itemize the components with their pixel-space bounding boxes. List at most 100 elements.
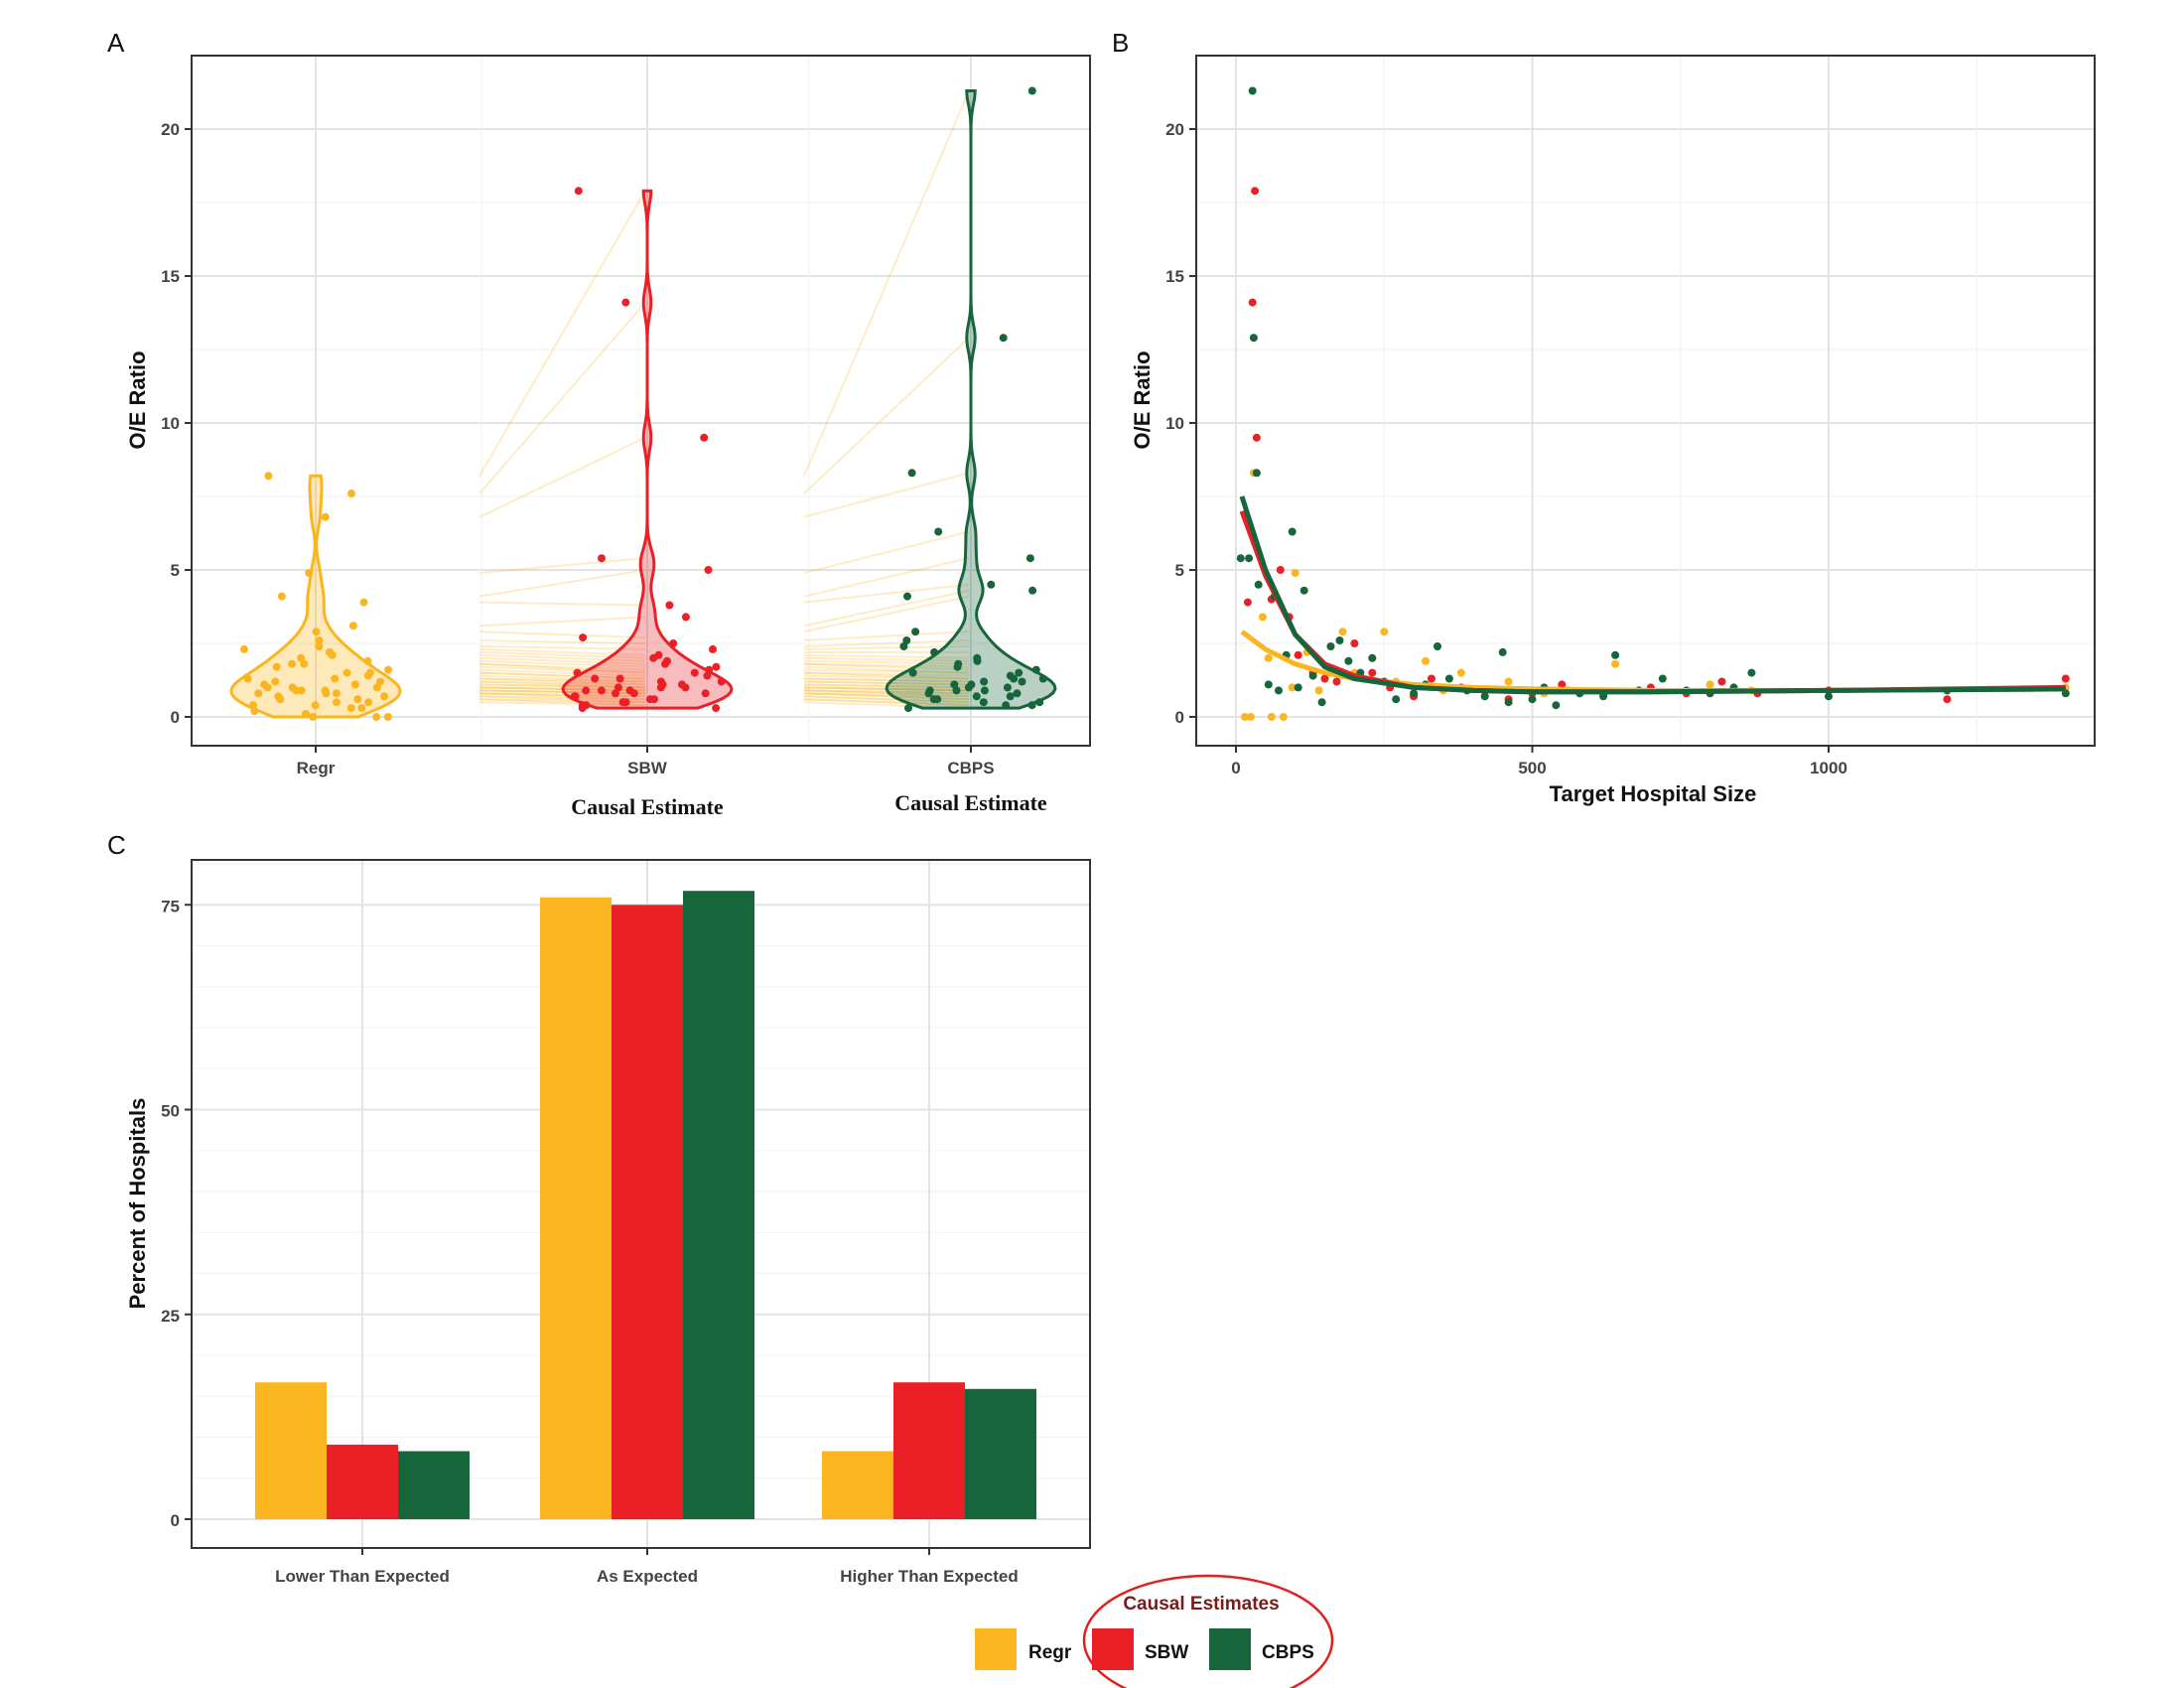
connector-line-regr-cbps [803, 692, 970, 701]
point-regr [342, 668, 351, 677]
point-cbps [1018, 677, 1026, 686]
panel-letter-c: C [107, 830, 126, 860]
panel-b-ticks: 0 5 10 15 20 0 500 1000 [1165, 120, 1847, 777]
point-cbps [904, 704, 912, 713]
connector-line-regr-cbps [803, 472, 970, 518]
point-cbps [964, 683, 973, 692]
bar-cbps-as-expected [683, 891, 754, 1519]
connector-line-regr-sbw [478, 190, 646, 477]
point-regr [347, 490, 355, 497]
point-cbps [952, 686, 961, 695]
panel-b-trend-lines [1239, 495, 2066, 695]
point-regr [376, 677, 384, 686]
connector-line-regr-cbps [803, 689, 970, 698]
x-tick-label: 500 [1518, 759, 1546, 777]
point-regr [1241, 713, 1249, 721]
point-regr [311, 701, 320, 710]
panel-letter-a: A [107, 28, 125, 58]
point-cbps [1480, 692, 1489, 701]
point-regr [353, 695, 362, 704]
point-regr [309, 713, 318, 721]
point-sbw [582, 686, 591, 695]
point-regr [243, 674, 252, 683]
point-sbw [615, 674, 624, 683]
point-cbps [1027, 86, 1036, 95]
point-regr [1706, 680, 1714, 689]
point-cbps [1433, 642, 1441, 650]
legend-label-sbw: SBW [1145, 1642, 1188, 1663]
point-regr [321, 512, 330, 521]
point-cbps [1444, 674, 1453, 683]
point-sbw [681, 683, 690, 692]
point-regr [264, 472, 273, 481]
bar-cbps-lower-than-expected [398, 1451, 470, 1519]
connector-line-regr-cbps [803, 656, 970, 662]
point-sbw [649, 653, 658, 662]
connector-line-regr-cbps [803, 631, 970, 642]
connector-line-regr-cbps [803, 583, 970, 604]
point-cbps [1264, 680, 1273, 689]
connector-line-regr-sbw [478, 677, 646, 686]
point-sbw [645, 695, 654, 704]
connector-line-regr-cbps [803, 90, 970, 477]
point-sbw [1276, 566, 1285, 574]
connector-line-regr-cbps [803, 677, 970, 683]
point-sbw [598, 554, 606, 563]
connector-line-regr-cbps [803, 530, 970, 574]
point-sbw [656, 683, 665, 692]
panel-b-x-axis-label: Target Hospital Size [1550, 781, 1757, 806]
point-cbps [1252, 469, 1261, 478]
panel-b-border [1195, 55, 2096, 747]
point-cbps [1027, 701, 1036, 710]
bar-regr-as-expected [540, 897, 612, 1519]
x-tick-label-sbw: SBW [627, 759, 668, 777]
legend-title: Causal Estimates [1123, 1594, 1279, 1615]
point-sbw [690, 668, 699, 677]
point-sbw [703, 671, 712, 680]
point-sbw [1251, 187, 1260, 196]
connector-line-regr-cbps [803, 659, 970, 665]
point-regr [277, 592, 286, 601]
violin-regr [229, 474, 402, 719]
connector-line-regr-cbps [803, 644, 970, 650]
connector-line-regr-sbw [478, 301, 646, 494]
connector-line-regr-cbps [803, 671, 970, 680]
point-cbps [973, 656, 982, 665]
connector-line-regr-cbps [803, 639, 970, 647]
point-cbps [1317, 698, 1326, 707]
point-sbw [1428, 674, 1435, 683]
point-cbps [911, 628, 920, 636]
point-sbw [574, 187, 583, 196]
panel-a-background [192, 56, 1090, 746]
point-cbps [950, 680, 959, 689]
point-regr [1611, 659, 1620, 668]
legend-label-regr: Regr [1028, 1642, 1072, 1663]
panel-a-violin-chart: 0 5 10 15 20 Regr SBW CBPS O/E Ratio Causal Est… [125, 55, 1091, 819]
connector-line-regr-cbps [803, 695, 970, 704]
point-cbps [1249, 334, 1258, 343]
point-regr [331, 674, 340, 683]
legend-swatch-sbw [1092, 1628, 1134, 1670]
point-sbw [2061, 674, 2070, 683]
x-tick-label-as-expected: As Expected [597, 1567, 698, 1586]
connector-line-regr-sbw [478, 631, 646, 639]
point-regr [363, 656, 372, 665]
point-regr [1422, 656, 1430, 665]
point-sbw [1368, 668, 1377, 677]
point-sbw [571, 692, 580, 701]
point-sbw [1252, 433, 1261, 442]
point-regr [271, 677, 280, 686]
point-sbw [709, 644, 717, 653]
y-tick-label: 10 [1165, 414, 1184, 433]
point-cbps [1248, 86, 1257, 95]
point-regr [297, 686, 306, 695]
bar-cbps-higher-than-expected [965, 1388, 1036, 1519]
point-cbps [902, 636, 911, 644]
point-sbw [717, 677, 726, 686]
point-cbps [1245, 554, 1254, 563]
point-regr [297, 653, 306, 662]
point-sbw [712, 704, 721, 713]
point-cbps [1035, 698, 1044, 707]
point-sbw [704, 566, 713, 574]
y-tick-label: 50 [161, 1102, 180, 1121]
